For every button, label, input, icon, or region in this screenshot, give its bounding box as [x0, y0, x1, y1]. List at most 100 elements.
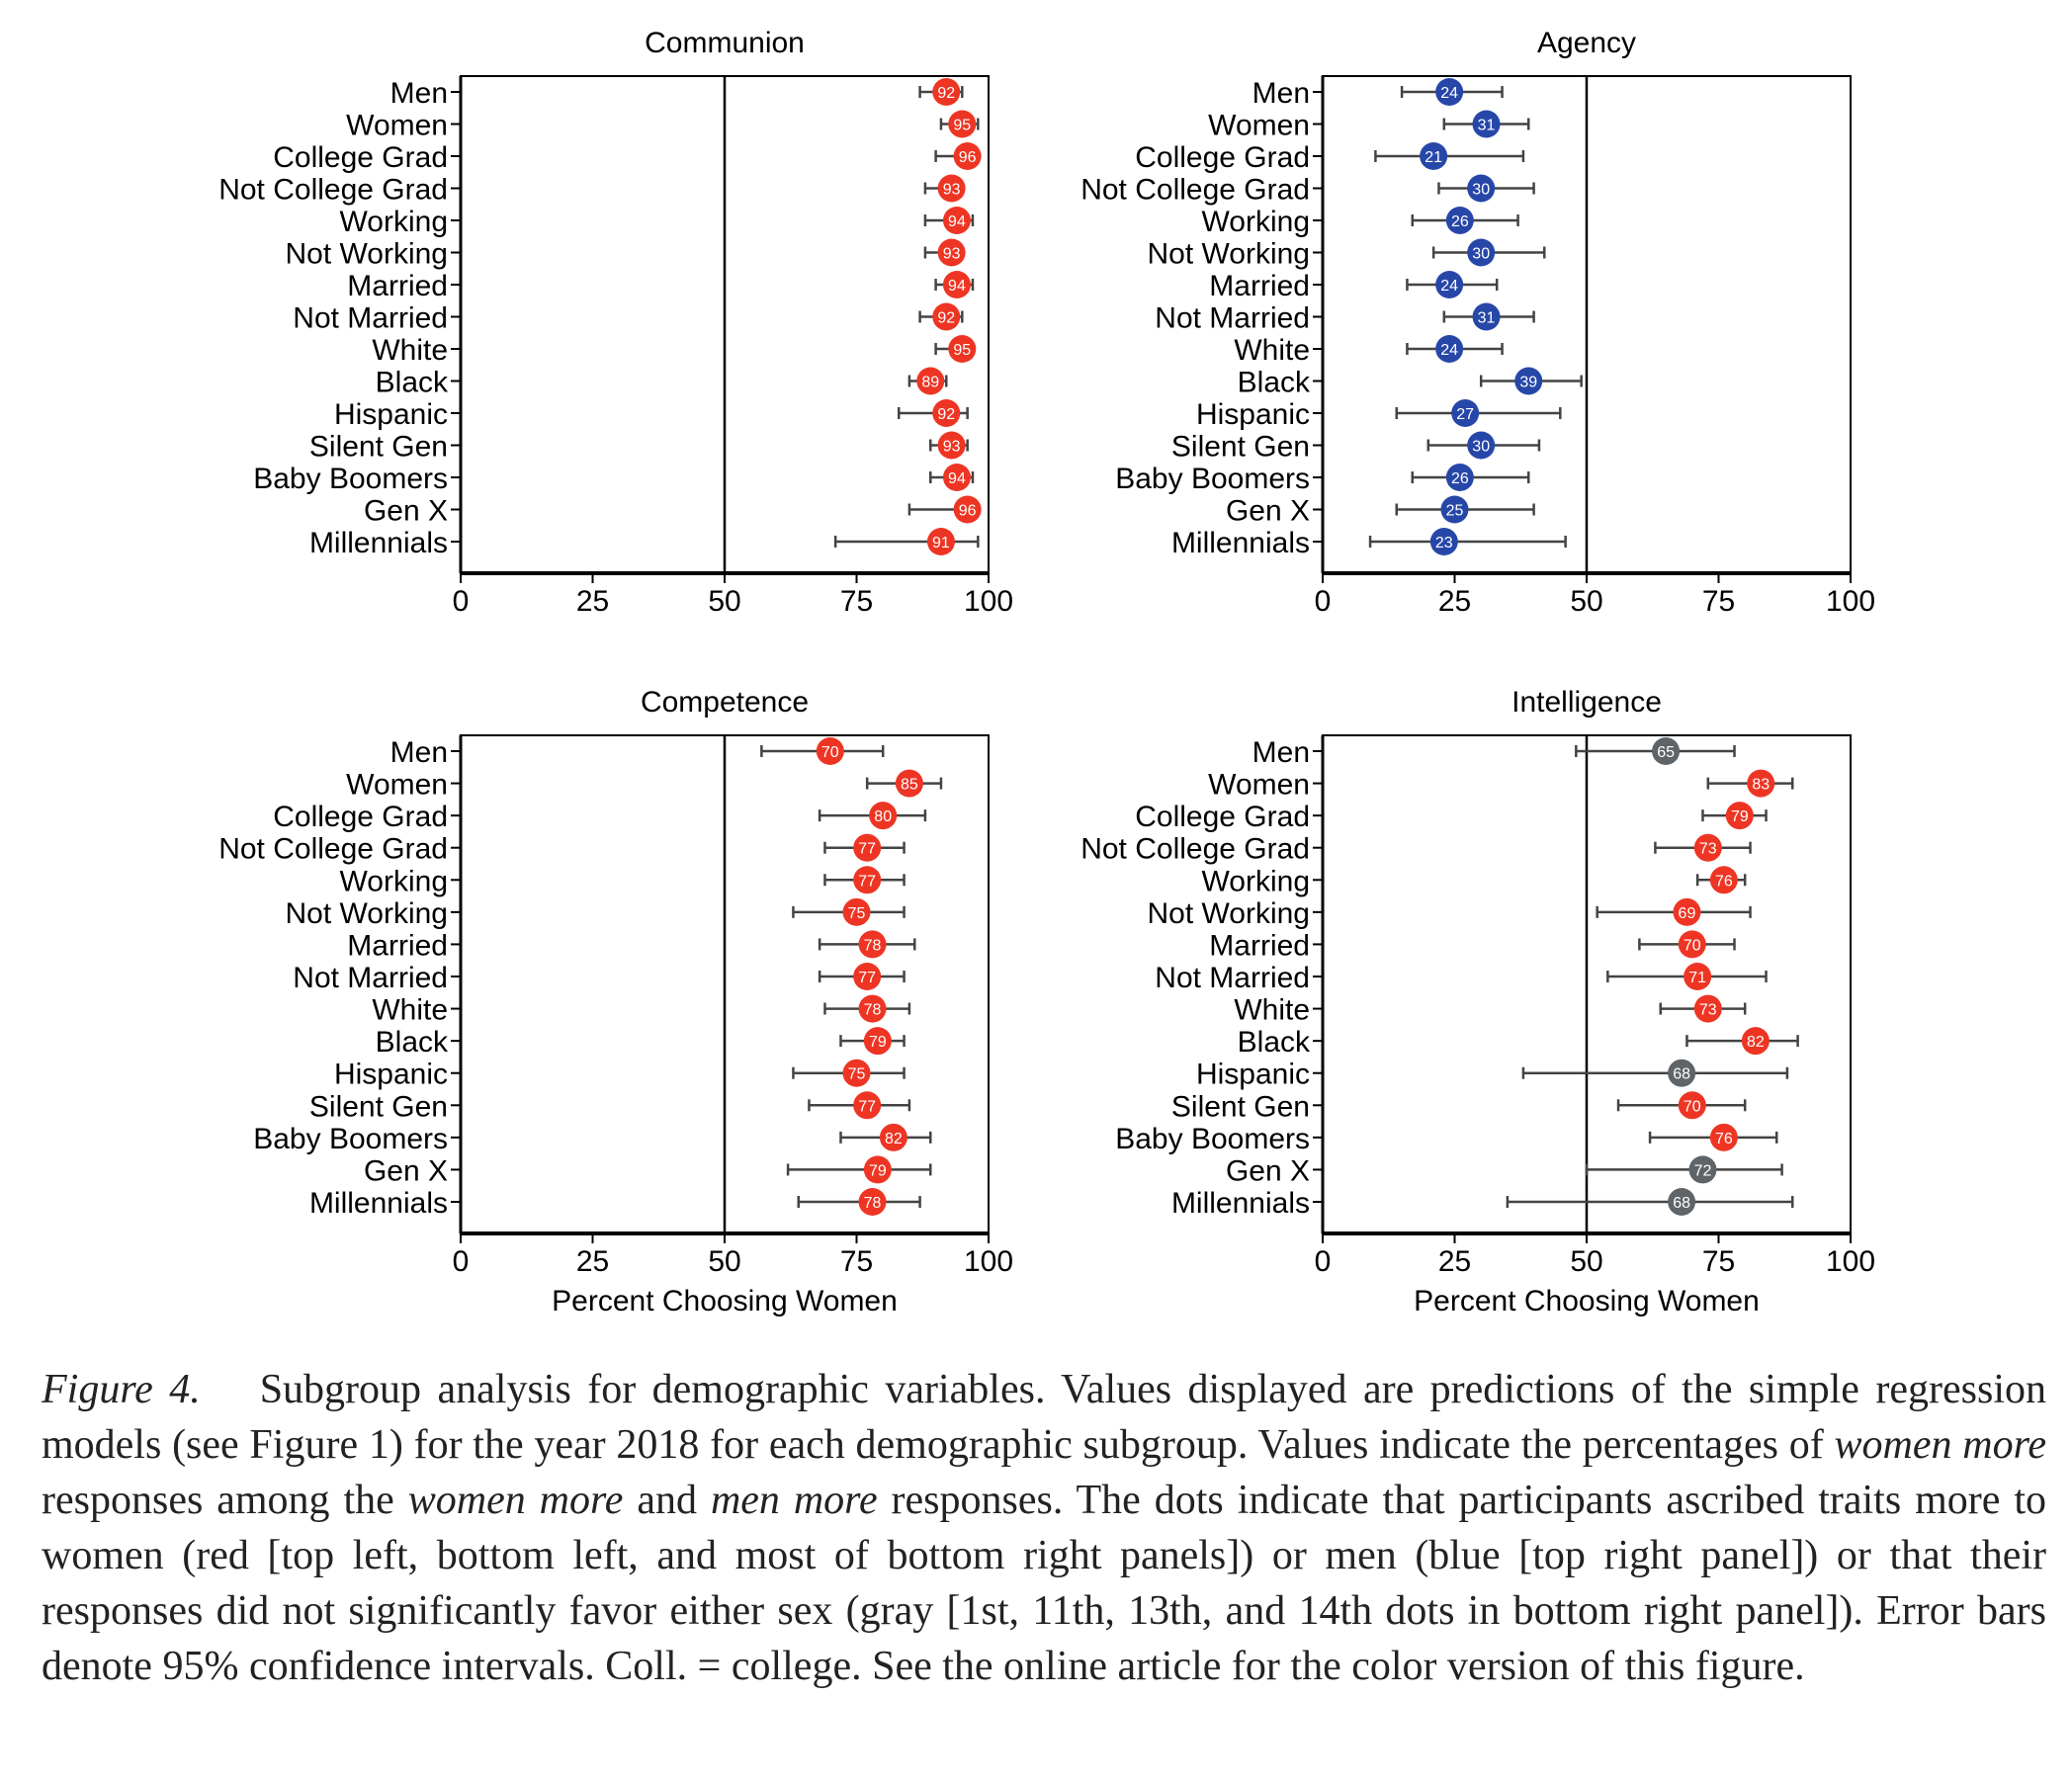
- y-tick-label: Hispanic: [1196, 398, 1310, 431]
- data-point: [1652, 737, 1681, 765]
- x-tick-label: 25: [576, 1245, 609, 1278]
- y-tick-label: Gen X: [1226, 1154, 1310, 1187]
- data-label: 31: [1478, 118, 1496, 134]
- data-label: 78: [864, 1195, 882, 1212]
- data-point: [937, 238, 966, 267]
- data-point: [1693, 994, 1722, 1023]
- data-label: 68: [1673, 1195, 1690, 1212]
- data-point: [1741, 1027, 1770, 1056]
- data-point: [1725, 802, 1754, 830]
- y-tick-label: Married: [347, 929, 448, 962]
- data-label: 24: [1440, 342, 1458, 359]
- caption-label: Figure 4.: [42, 1367, 201, 1412]
- data-label: 76: [1715, 1131, 1733, 1147]
- x-tick-label: 25: [1438, 585, 1471, 618]
- data-point: [926, 528, 955, 555]
- data-label: 75: [848, 1066, 866, 1083]
- data-point: [942, 207, 971, 234]
- data-label: 79: [1731, 808, 1749, 825]
- data-point: [1693, 833, 1722, 862]
- data-point: [1668, 1059, 1696, 1087]
- data-label: 23: [1435, 535, 1453, 552]
- y-tick-label: Baby Boomers: [1115, 463, 1310, 495]
- data-point: [816, 737, 844, 765]
- y-tick-label: College Grad: [1135, 141, 1310, 174]
- y-tick-label: White: [372, 994, 448, 1027]
- x-tick-label: 25: [1438, 1245, 1471, 1278]
- y-tick-label: Women: [346, 769, 448, 802]
- y-tick-label: Millennials: [309, 1187, 448, 1220]
- x-tick-label: 100: [964, 585, 1013, 618]
- data-label: 31: [1478, 310, 1496, 327]
- caption-emphasis-1: women more: [1834, 1422, 2047, 1468]
- caption-text-3: and: [623, 1478, 711, 1523]
- data-label: 75: [848, 905, 866, 922]
- y-tick-label: Working: [1202, 865, 1310, 897]
- data-label: 70: [1684, 937, 1701, 954]
- y-tick-label: Not Married: [293, 302, 448, 335]
- y-tick-label: Not Working: [285, 897, 448, 930]
- data-point: [948, 335, 977, 363]
- data-label: 91: [932, 535, 950, 552]
- data-point: [853, 866, 882, 894]
- y-tick-label: Silent Gen: [1171, 1090, 1310, 1123]
- y-tick-label: Gen X: [364, 1154, 448, 1187]
- data-point: [932, 302, 961, 331]
- panel-title: Agency: [1537, 27, 1636, 59]
- data-point: [1747, 769, 1775, 798]
- data-point: [1467, 174, 1496, 203]
- data-point: [942, 271, 971, 298]
- data-point: [948, 110, 977, 138]
- data-point: [858, 1188, 887, 1216]
- data-label: 82: [1747, 1034, 1765, 1051]
- data-label: 93: [943, 182, 961, 199]
- data-label: 95: [953, 118, 971, 134]
- y-tick-label: Women: [1208, 110, 1310, 142]
- data-label: 92: [937, 310, 955, 327]
- data-label: 95: [953, 342, 971, 359]
- data-point: [1668, 1188, 1696, 1216]
- data-label: 94: [948, 278, 966, 295]
- data-label: 96: [959, 503, 977, 520]
- y-tick-label: College Grad: [1135, 801, 1310, 833]
- data-label: 24: [1440, 85, 1458, 102]
- data-label: 24: [1440, 278, 1458, 295]
- y-tick-label: Married: [347, 270, 448, 302]
- data-label: 79: [869, 1162, 887, 1179]
- figure-panels: Communion 0 25 50 75 100 Men 92 Women 95 College G…: [218, 27, 1875, 1317]
- data-point: [863, 1027, 892, 1056]
- data-label: 25: [1446, 503, 1464, 520]
- x-tick-label: 50: [708, 1245, 740, 1278]
- data-point: [942, 464, 971, 491]
- caption-text-2: responses among the: [42, 1478, 408, 1523]
- data-label: 93: [943, 439, 961, 456]
- data-point: [1684, 963, 1712, 990]
- data-label: 77: [858, 970, 876, 986]
- y-tick-label: Baby Boomers: [253, 1123, 448, 1155]
- data-point: [953, 495, 982, 524]
- data-label: 72: [1694, 1162, 1712, 1179]
- data-label: 96: [959, 149, 977, 166]
- data-label: 30: [1472, 182, 1490, 199]
- caption-emphasis-2: women more: [407, 1478, 624, 1523]
- data-label: 92: [937, 406, 955, 423]
- data-label: 21: [1424, 149, 1442, 166]
- data-point: [879, 1123, 907, 1151]
- data-label: 26: [1451, 470, 1469, 487]
- data-label: 78: [864, 937, 882, 954]
- y-tick-label: White: [1234, 994, 1310, 1027]
- y-tick-label: Black: [376, 1026, 449, 1059]
- y-tick-label: Men: [1252, 77, 1310, 110]
- panel-title: Intelligence: [1511, 686, 1662, 719]
- data-point: [932, 78, 961, 106]
- data-point: [937, 174, 966, 203]
- data-label: 79: [869, 1034, 887, 1051]
- x-tick-label: 50: [1570, 1245, 1602, 1278]
- y-tick-label: Silent Gen: [309, 431, 448, 464]
- caption-emphasis-3: men more: [710, 1478, 878, 1523]
- y-tick-label: Married: [1209, 270, 1310, 302]
- data-point: [895, 769, 923, 798]
- x-tick-label: 0: [453, 1245, 470, 1278]
- y-tick-label: Not Married: [1155, 302, 1310, 335]
- y-tick-label: Men: [390, 736, 448, 769]
